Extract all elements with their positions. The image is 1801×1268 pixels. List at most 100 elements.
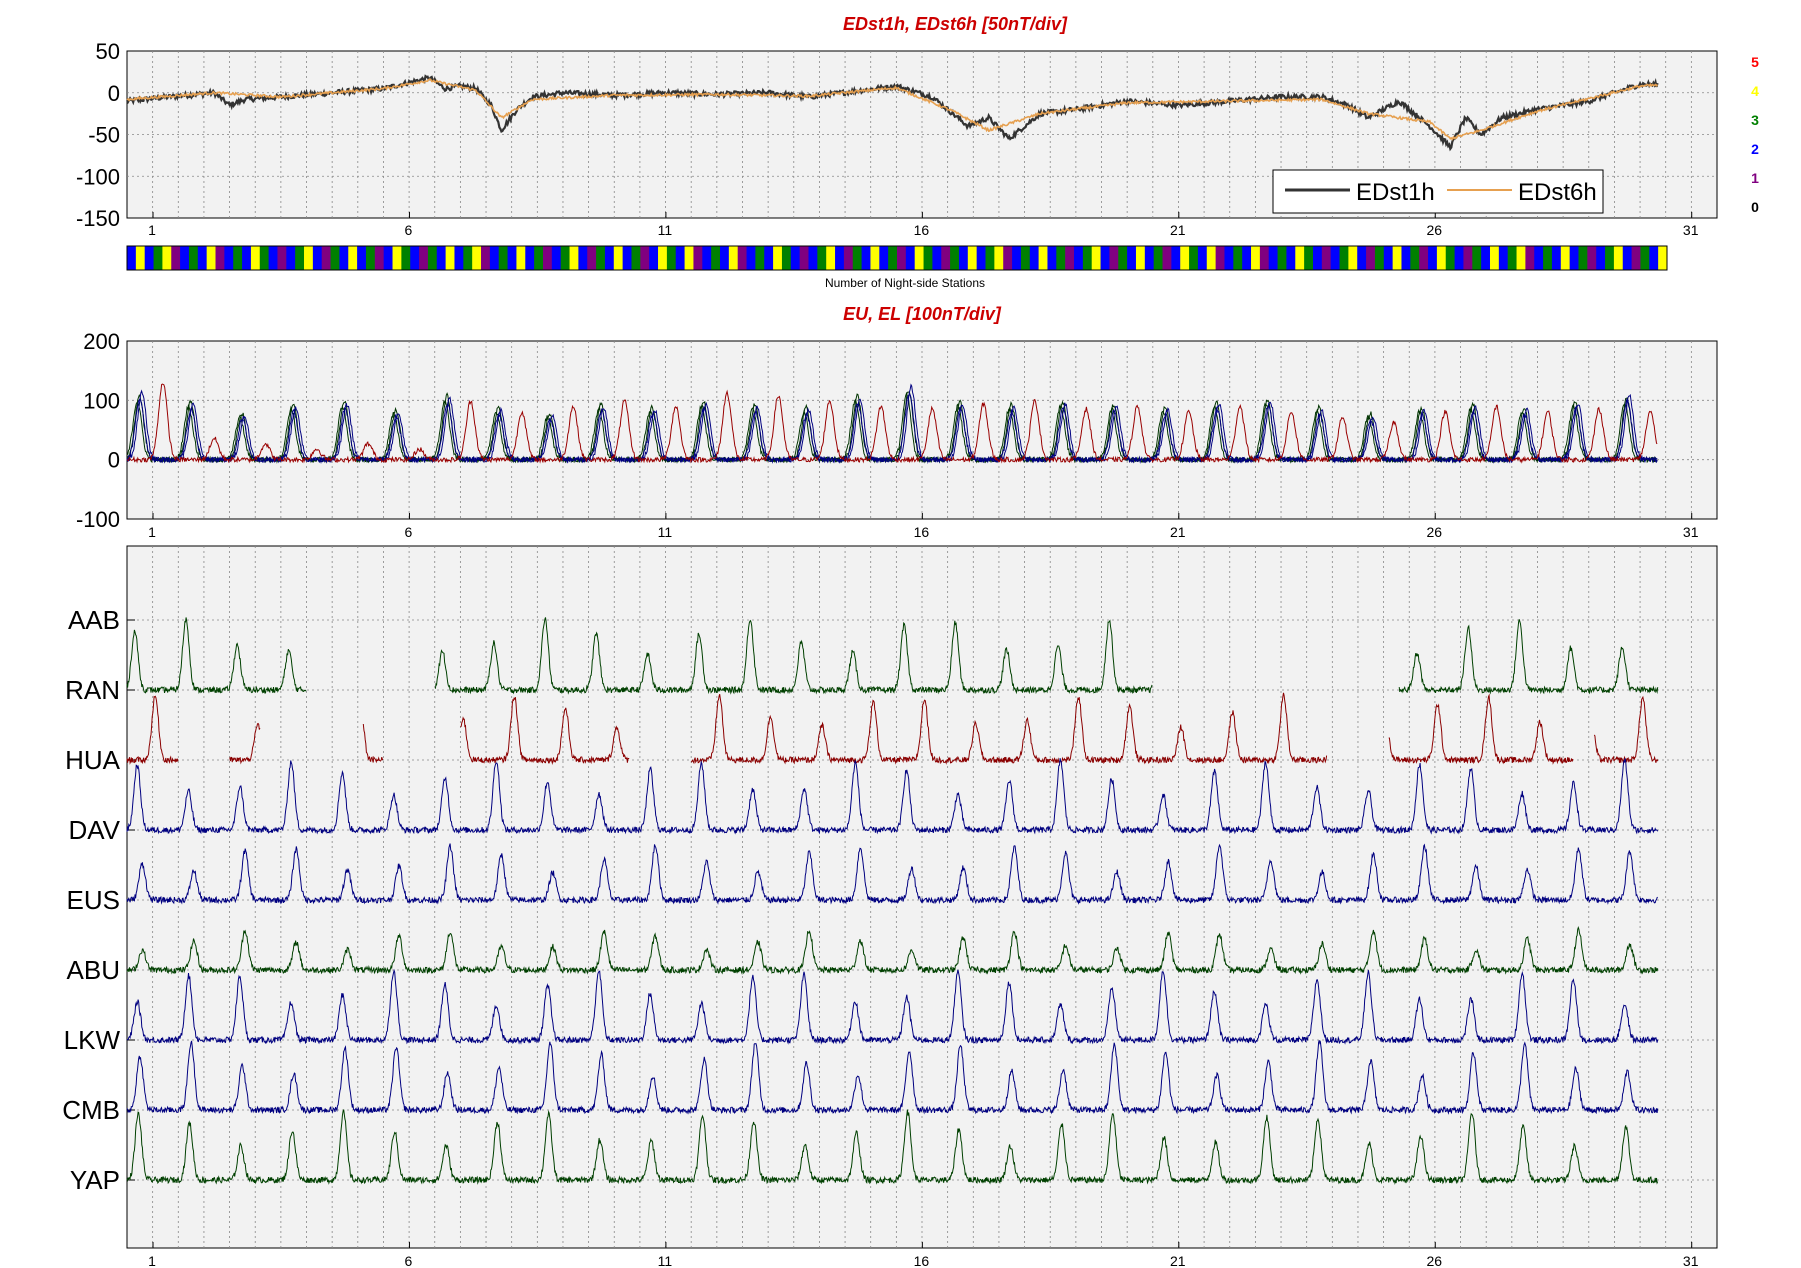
station-label-DAV: DAV: [68, 815, 120, 845]
colorbar-cell: [463, 246, 473, 270]
colorbar-cell: [250, 246, 261, 270]
x-tick-label: 16: [914, 222, 930, 238]
colorbar-cell: [755, 246, 765, 270]
colorbar-cell: [162, 246, 172, 270]
y-tick-label: 200: [83, 329, 120, 354]
colorbar-cell: [843, 246, 854, 270]
x-tick-label: 1: [148, 524, 156, 540]
colorbar-cell: [419, 246, 429, 270]
colorbar-cell: [994, 246, 1004, 270]
colorbar-cell: [1622, 246, 1633, 270]
colorbar-cell: [1304, 246, 1314, 270]
colorbar-cell: [958, 246, 969, 270]
colorbar-cell: [498, 246, 509, 270]
x-tick-label: 26: [1426, 1253, 1442, 1268]
station-trace: [690, 692, 1328, 765]
colorbar-cell: [1189, 246, 1199, 270]
colorbar-cell: [1038, 246, 1048, 270]
station-trace: [229, 722, 261, 765]
colorbar-cell: [560, 246, 571, 270]
station-count-legend-4: 4: [1751, 83, 1759, 99]
colorbar-cell: [1162, 246, 1172, 270]
colorbar-cell: [1242, 246, 1252, 270]
colorbar-cell: [764, 246, 774, 270]
x-tick-label: 31: [1683, 222, 1699, 238]
colorbar-cell: [711, 246, 721, 270]
colorbar-cell: [967, 246, 978, 270]
colorbar-cell: [1020, 246, 1031, 270]
colorbar-cell: [666, 246, 677, 270]
colorbar-cell: [1224, 246, 1234, 270]
x-tick-label: 21: [1170, 524, 1186, 540]
colorbar-cell: [525, 246, 535, 270]
colorbar-cell: [1534, 246, 1544, 270]
colorbar-cell: [1029, 246, 1040, 270]
colorbar-cell: [1454, 246, 1464, 270]
station-label-HUA: HUA: [65, 745, 121, 775]
colorbar-cell: [312, 246, 323, 270]
edst-title: EDst1h, EDst6h [50nT/div]: [843, 14, 1068, 34]
colorbar-cell: [1445, 246, 1456, 270]
colorbar-cell: [702, 246, 712, 270]
colorbar-cell: [604, 246, 615, 270]
colorbar-cell: [215, 246, 225, 270]
station-label-ABU: ABU: [67, 955, 120, 985]
x-tick-label: 21: [1170, 222, 1186, 238]
station-trace: [126, 758, 1659, 835]
colorbar-cell: [507, 246, 517, 270]
colorbar-cell: [277, 246, 287, 270]
colorbar-cell: [1144, 246, 1155, 270]
colorbar-cell: [1507, 246, 1518, 270]
colorbar-cell: [206, 246, 217, 270]
station-label-LKW: LKW: [64, 1025, 121, 1055]
colorbar-cell: [596, 246, 606, 270]
colorbar-cell: [578, 246, 588, 270]
colorbar-cell: [1357, 246, 1367, 270]
colorbar-cell: [1277, 246, 1287, 270]
colorbar-cell: [348, 246, 358, 270]
colorbar-cell: [905, 246, 916, 270]
colorbar-cell: [1171, 246, 1181, 270]
station-count-color-legend: 5 4 3 2 1 0: [1751, 54, 1759, 215]
y-tick-label: -100: [76, 507, 120, 532]
station-trace: [126, 968, 1659, 1045]
colorbar-cell: [914, 246, 925, 270]
colorbar-cell: [1401, 246, 1411, 270]
colorbar-cell: [932, 246, 942, 270]
edst-lines: [126, 74, 1659, 152]
colorbar-cell: [649, 246, 659, 270]
colorbar-cell: [675, 246, 686, 270]
x-tick-label: 6: [405, 524, 413, 540]
eu-el-lines: [126, 383, 1658, 464]
colorbar-cell: [1339, 246, 1349, 270]
colorbar-cell: [481, 246, 491, 270]
colorbar-cell: [1295, 246, 1305, 270]
station-trace: [434, 617, 1153, 695]
series-line-EDst6h: [126, 78, 1659, 141]
y-tick-label: 100: [83, 388, 120, 413]
colorbar-cell: [622, 246, 632, 270]
colorbar-cell: [569, 246, 579, 270]
colorbar-cell: [383, 246, 394, 270]
colorbar-cell: [1640, 246, 1650, 270]
station-count-legend-3: 3: [1751, 112, 1759, 128]
colorbar-cell: [224, 246, 234, 270]
colorbar-cell: [817, 246, 827, 270]
y-tick-label: 0: [108, 448, 120, 473]
colorbar-cell: [1047, 246, 1057, 270]
colorbar-cell: [773, 246, 783, 270]
station-trace: [460, 697, 630, 765]
x-tick-label: 31: [1683, 1253, 1699, 1268]
colorbar-cell: [427, 246, 438, 270]
x-tick-label: 11: [658, 1253, 673, 1268]
colorbar-cell: [1206, 246, 1217, 270]
station-label-YAP: YAP: [70, 1165, 120, 1195]
colorbar-cell: [1410, 246, 1420, 270]
colorbar-cell: [472, 246, 482, 270]
colorbar-cell: [401, 246, 411, 270]
colorbar-cell: [693, 246, 703, 270]
x-tick-label: 11: [658, 524, 673, 540]
station-count-legend-5: 5: [1751, 54, 1759, 70]
